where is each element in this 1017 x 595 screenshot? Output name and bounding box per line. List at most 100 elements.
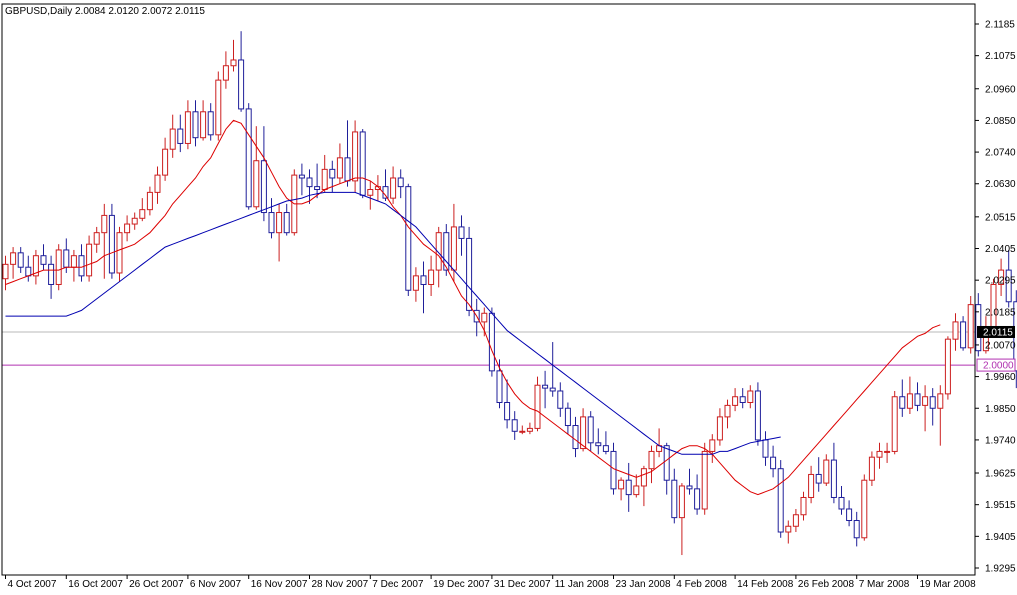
candle	[815, 457, 822, 492]
candle-body	[792, 514, 799, 527]
candle-body	[131, 217, 138, 225]
candle	[929, 388, 936, 426]
candle	[899, 379, 906, 417]
candle	[739, 388, 746, 409]
candle	[602, 431, 609, 455]
candle-body	[207, 111, 214, 136]
candle-body	[458, 226, 465, 239]
candle	[580, 408, 587, 452]
candle-body	[549, 387, 556, 392]
x-tick-label: 4 Oct 2007	[8, 579, 57, 590]
candle-body	[899, 396, 906, 409]
candle	[519, 425, 526, 435]
candle-body	[321, 168, 328, 191]
x-tick-label: 26 Feb 2008	[798, 579, 855, 590]
candle-body	[382, 186, 389, 199]
candle-body	[808, 473, 815, 498]
candle-body	[154, 174, 161, 193]
candle	[253, 126, 260, 210]
candle-body	[884, 450, 891, 453]
candle	[542, 370, 549, 409]
x-tick-label: 16 Oct 2007	[68, 579, 123, 590]
y-tick-label: 2.1185	[985, 20, 1015, 31]
candle	[868, 451, 875, 486]
candle-body	[306, 177, 313, 188]
candle	[990, 278, 997, 334]
candle	[747, 385, 754, 409]
candle-body	[253, 160, 260, 208]
candle	[633, 474, 640, 498]
candle-body	[70, 255, 77, 268]
candle-body	[671, 479, 678, 519]
candle-body	[200, 111, 207, 139]
candle-body	[116, 232, 123, 274]
candle	[238, 31, 245, 112]
candle-body	[192, 111, 199, 139]
candle	[169, 114, 176, 158]
candle-body	[990, 283, 997, 329]
candle-body	[184, 111, 191, 144]
candle-body	[336, 157, 343, 179]
candle-body	[466, 237, 473, 311]
candle-body	[139, 209, 146, 219]
candle-body	[542, 384, 549, 389]
y-tick-label: 2.0960	[985, 84, 1016, 95]
candle-body	[298, 174, 305, 179]
candle	[260, 126, 267, 222]
candle	[222, 51, 229, 89]
candle	[200, 100, 207, 141]
chart-symbol: GBPUSD,Daily	[5, 6, 72, 17]
candle-body	[694, 488, 701, 510]
candle	[10, 247, 17, 279]
candle-body	[922, 396, 929, 406]
candle	[108, 203, 115, 279]
candle	[891, 390, 898, 455]
candle	[504, 379, 511, 429]
y-tick-label: 2.0740	[985, 148, 1016, 159]
candle	[314, 163, 321, 199]
candle	[177, 114, 184, 153]
candle-body	[944, 338, 951, 395]
candle	[124, 215, 131, 242]
candle-body	[815, 473, 822, 484]
candle-body	[450, 226, 457, 271]
candle-body	[412, 275, 419, 291]
candle	[861, 474, 868, 541]
y-tick-label: 1.9405	[985, 532, 1016, 543]
candle	[298, 163, 305, 196]
candle	[625, 462, 632, 512]
candle-body	[496, 370, 503, 403]
candle-body	[914, 393, 921, 406]
candle	[648, 445, 655, 484]
candle-body	[861, 479, 868, 539]
candle-body	[488, 312, 495, 372]
current-price-label: 2.0115	[983, 327, 1013, 338]
candle	[770, 445, 777, 478]
candle-body	[177, 128, 184, 144]
candle	[716, 408, 723, 446]
candle-body	[10, 252, 17, 265]
candle-body	[55, 249, 62, 285]
candle-body	[648, 450, 655, 470]
y-tick-label: 2.0295	[985, 276, 1016, 287]
candle	[564, 402, 571, 435]
candle	[724, 399, 731, 429]
candle-body	[868, 456, 875, 481]
candle	[215, 71, 222, 141]
candle	[458, 215, 465, 256]
candle	[367, 180, 374, 210]
candle	[906, 376, 913, 415]
candle	[754, 382, 761, 446]
candle	[32, 249, 39, 285]
candle-body	[739, 396, 746, 403]
x-tick-label: 31 Dec 2007	[494, 579, 551, 590]
candle	[686, 468, 693, 495]
y-tick-label: 2.1075	[985, 51, 1016, 62]
candle	[557, 382, 564, 417]
chart-ohlc-values: 2.0084 2.0120 2.0072 2.0115	[75, 6, 205, 17]
candle-body	[101, 214, 108, 234]
y-tick-label: 1.9850	[985, 404, 1016, 415]
candle	[245, 103, 252, 210]
